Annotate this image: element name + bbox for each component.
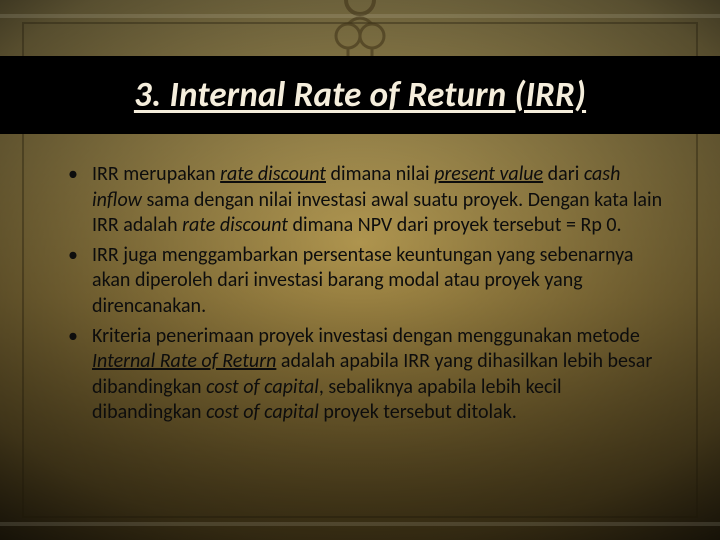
top-edge-stripe: [0, 14, 720, 18]
bullet-2: IRR juga menggambarkan persentase keuntu…: [68, 243, 672, 320]
text-em: rate discount: [220, 162, 326, 186]
text-em: cost of capital: [206, 375, 319, 399]
bullet-3: Kriteria penerimaan proyek investasi den…: [68, 324, 672, 426]
slide-title: 3. Internal Rate of Return (IRR): [134, 74, 586, 116]
text: dimana NPV dari proyek tersebut = Rp 0.: [288, 213, 622, 237]
text: Kriteria penerimaan proyek investasi den…: [92, 324, 640, 348]
text: dimana nilai: [326, 162, 434, 186]
text: dari: [543, 162, 584, 186]
title-band: 3. Internal Rate of Return (IRR): [0, 56, 720, 134]
text-em: Internal Rate of Return: [92, 349, 276, 373]
text: IRR juga menggambarkan persentase keuntu…: [92, 243, 633, 318]
text-em: rate discount: [182, 213, 288, 237]
slide-body: IRR merupakan rate discount dimana nilai…: [68, 162, 672, 430]
text: proyek tersebut ditolak.: [319, 400, 517, 424]
bottom-edge-stripe: [0, 522, 720, 526]
bullet-1: IRR merupakan rate discount dimana nilai…: [68, 162, 672, 239]
text-em: cost of capital: [206, 400, 319, 424]
text-em: present value: [434, 162, 543, 186]
slide: 3. Internal Rate of Return (IRR) IRR mer…: [0, 0, 720, 540]
text: IRR merupakan: [92, 162, 220, 186]
